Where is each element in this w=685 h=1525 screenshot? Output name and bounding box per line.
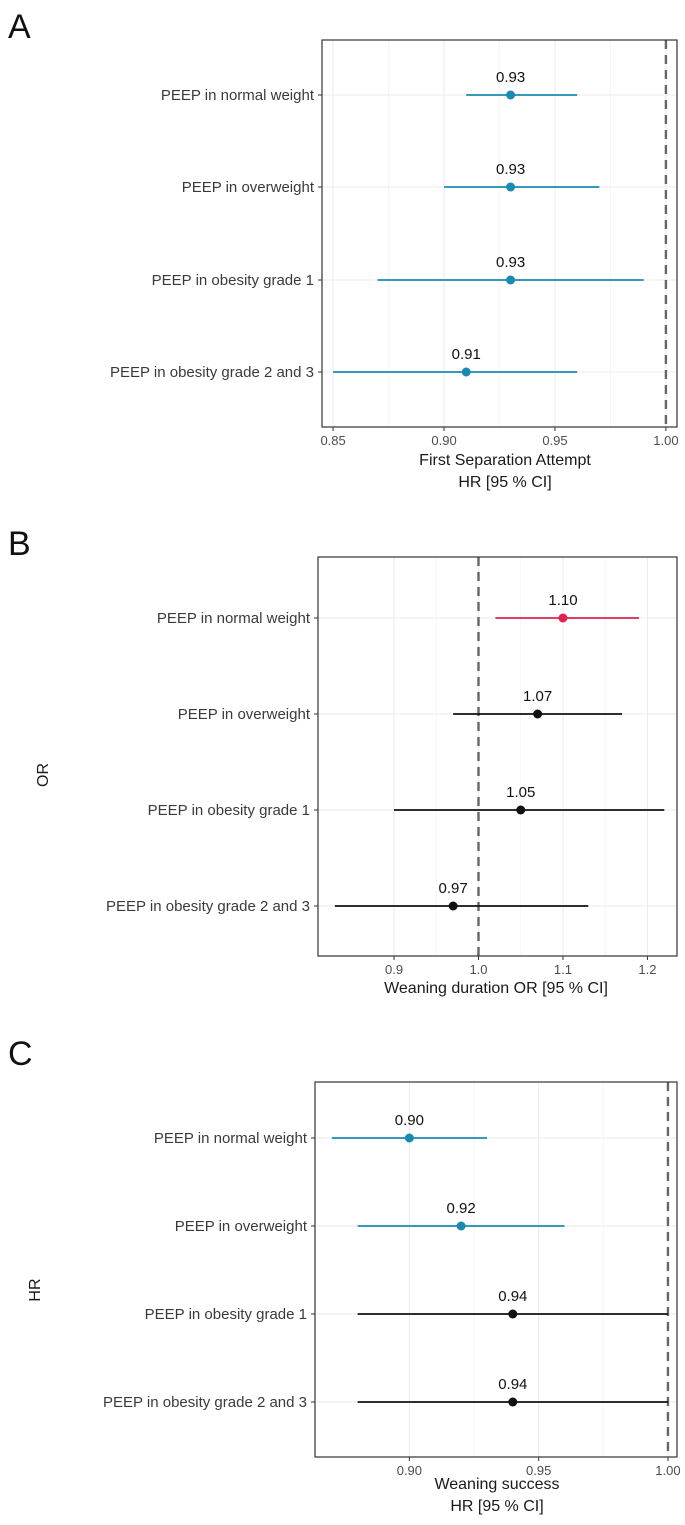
point-estimate [508,1397,518,1407]
panel-b: B 0.9 1.0 1.1 1.2 PEEP in normal weight PEEP i… [8,525,678,997]
x-axis-title: Weaning success [434,1476,559,1493]
plot-frame [314,1081,678,1458]
value-label: 0.93 [496,254,525,271]
value-label: 0.93 [496,69,525,86]
x-tick-label: 0.90 [397,1463,422,1478]
value-label: 0.92 [446,1200,475,1217]
y-axis-title: OR [35,763,52,787]
x-axis-title-line2: HR [95 % CI] [450,1498,543,1515]
category-label: PEEP in obesity grade 2 and 3 [106,898,310,915]
x-tick-label: 0.85 [320,433,345,448]
x-tick-label: 1.2 [638,962,656,977]
value-label: 1.05 [506,784,535,801]
category-label: PEEP in normal weight [154,1130,308,1147]
point-estimate [448,901,458,911]
value-label: 0.90 [395,1112,424,1129]
x-tick-label: 1.0 [469,962,487,977]
point-estimate [506,182,516,192]
point-estimate [508,1309,518,1319]
category-label: PEEP in overweight [175,1218,308,1235]
category-label: PEEP in obesity grade 1 [148,802,310,819]
value-label: 1.10 [548,592,577,609]
x-tick-label: 0.9 [385,962,403,977]
x-axis-title: First Separation Attempt [419,452,591,469]
panel-c: C 0.90 0.95 1.00 PEEP in normal weight PEEP i… [8,1035,681,1515]
point-estimate [506,275,516,285]
category-label: PEEP in overweight [182,179,315,196]
point-estimate [461,367,471,377]
panel-a: A 0.85 0.90 0.95 1.00 PEEP in normal weight PE… [8,8,679,491]
point-estimate [404,1133,414,1143]
plot-frame [321,39,678,428]
panel-letter: A [8,8,31,46]
value-label: 0.94 [498,1376,527,1393]
value-label: 1.07 [523,688,552,705]
category-label: PEEP in normal weight [161,87,315,104]
value-label: 0.91 [452,346,481,363]
x-tick-label: 0.95 [526,1463,551,1478]
category-label: PEEP in obesity grade 2 and 3 [110,364,314,381]
category-label: PEEP in overweight [178,706,311,723]
value-label: 0.97 [439,880,468,897]
panel-letter: B [8,525,31,563]
point-estimate [516,805,526,815]
point-estimate [456,1221,466,1231]
category-label: PEEP in obesity grade 1 [152,272,314,289]
value-label: 0.94 [498,1288,527,1305]
x-axis-title: Weaning duration OR [95 % CI] [384,980,608,997]
x-tick-label: 1.00 [655,1463,680,1478]
x-tick-label: 0.90 [431,433,456,448]
x-tick-label: 0.95 [542,433,567,448]
point-estimate [533,709,543,719]
category-label: PEEP in normal weight [157,610,311,627]
category-label: PEEP in obesity grade 1 [145,1306,307,1323]
value-label: 0.93 [496,161,525,178]
x-axis-title-line2: HR [95 % CI] [458,474,551,491]
category-label: PEEP in obesity grade 2 and 3 [103,1394,307,1411]
panel-letter: C [8,1035,33,1073]
x-tick-label: 1.00 [653,433,678,448]
plot-frame [317,556,678,957]
y-axis-title: HR [27,1278,44,1301]
x-tick-label: 1.1 [554,962,572,977]
point-estimate [558,613,568,623]
point-estimate [506,90,516,100]
